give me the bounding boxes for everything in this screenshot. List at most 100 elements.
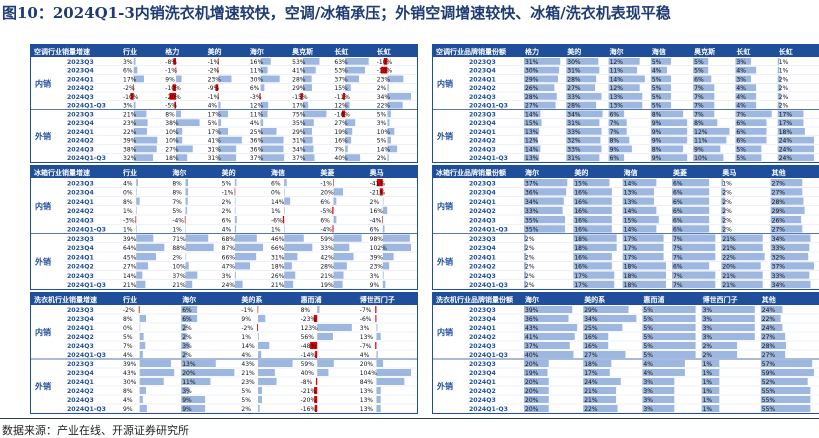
- value-label: 12%: [610, 59, 624, 66]
- value-label: 28%: [567, 76, 581, 83]
- value-bar: [573, 188, 612, 196]
- value-label: 27%: [334, 120, 348, 127]
- value-bar: [215, 84, 219, 91]
- value-bar: [139, 387, 147, 394]
- value-bar: [735, 119, 767, 126]
- period-label: 2024Q1: [469, 325, 496, 332]
- table-header-bg: [433, 166, 819, 178]
- column-header: 奥马: [722, 168, 736, 177]
- value-bar: [376, 351, 378, 358]
- value-bar: [376, 360, 384, 367]
- value-bar: [185, 225, 187, 233]
- value-label: 1%: [123, 227, 133, 234]
- value-bar: [642, 396, 675, 403]
- value-label: 13%: [360, 406, 374, 413]
- value-bar: [375, 306, 377, 313]
- value-label: 1%: [703, 388, 713, 395]
- value-label: 31%: [271, 254, 285, 261]
- value-label: 5%: [172, 208, 182, 215]
- value-bar: [735, 93, 757, 100]
- table-fridge-share: 冰箱行业品牌销量份额 海尔 美的 海信 美菱 奥马 其他 内销 2023Q3 37% 15% 14% 6…: [432, 165, 819, 290]
- value-label: 1%: [779, 68, 789, 75]
- value-label: 33%: [567, 129, 581, 136]
- value-label: 10%: [694, 155, 708, 162]
- value-bar: [376, 333, 381, 340]
- value-label: -16%: [301, 406, 317, 413]
- value-bar: [218, 136, 242, 144]
- value-label: 16%: [574, 264, 588, 271]
- value-label: 29%: [292, 129, 306, 136]
- value-label: 6%: [610, 111, 620, 118]
- value-bar: [133, 128, 148, 135]
- value-label: 53%: [292, 59, 306, 66]
- period-label: 2023Q4: [67, 190, 94, 197]
- value-bar: [315, 351, 318, 358]
- period-label: 2023Q4: [67, 120, 94, 127]
- value-bar: [181, 396, 206, 403]
- value-label: 21%: [722, 273, 736, 280]
- value-bar: [760, 405, 811, 412]
- value-bar: [387, 136, 391, 144]
- value-bar: [524, 216, 565, 224]
- value-label: 2%: [779, 85, 789, 92]
- column-header: 海信: [652, 47, 666, 56]
- value-bar: [284, 197, 291, 205]
- value-bar: [302, 154, 315, 161]
- value-bar: [777, 66, 780, 74]
- value-label: 68%: [222, 236, 236, 243]
- value-label: 20%: [320, 190, 334, 197]
- column-header: 美菱: [320, 168, 334, 177]
- value-bar: [524, 101, 556, 109]
- period-label: 2024Q3: [469, 217, 496, 224]
- value-bar: [185, 271, 198, 279]
- value-label: 64%: [123, 245, 137, 252]
- value-bar: [260, 136, 284, 144]
- value-label: 5%: [643, 316, 653, 323]
- period-label: 2023Q3: [469, 307, 496, 314]
- value-bar: [642, 387, 675, 394]
- value-label: 27%: [584, 352, 598, 359]
- value-label: 17%: [208, 111, 222, 118]
- value-bar: [701, 360, 720, 367]
- value-label: 4%: [652, 68, 662, 75]
- value-bar: [573, 179, 610, 187]
- value-bar: [566, 110, 603, 118]
- value-label: 6%: [736, 129, 746, 136]
- value-label: 4%: [736, 68, 746, 75]
- value-bar: [701, 405, 720, 412]
- value-bar: [650, 145, 684, 153]
- value-label: 9%: [652, 138, 662, 145]
- value-label: -1%: [165, 68, 177, 75]
- value-bar: [770, 280, 811, 288]
- value-bar: [302, 75, 312, 83]
- value-bar: [701, 351, 738, 358]
- value-label: 18%: [584, 361, 598, 368]
- value-bar: [524, 378, 549, 385]
- value-bar: [693, 154, 724, 161]
- period-label: 2024Q2: [67, 388, 94, 395]
- value-bar: [258, 378, 277, 385]
- value-label: 20%: [722, 264, 736, 271]
- value-bar: [760, 324, 783, 331]
- value-bar: [735, 110, 772, 118]
- column-header: 海尔: [525, 168, 539, 177]
- period-label: 2024Q3: [67, 273, 94, 280]
- value-label: 20%: [525, 379, 539, 386]
- value-bar: [672, 262, 710, 270]
- group-label-bg: [31, 178, 65, 234]
- value-bar: [760, 306, 783, 313]
- value-label: 37%: [772, 264, 786, 271]
- value-bar: [302, 58, 320, 65]
- value-label: 26%: [271, 273, 285, 280]
- value-label: 4%: [123, 180, 133, 187]
- value-label: 2%: [377, 85, 387, 92]
- value-label: 17%: [584, 370, 598, 377]
- value-label: 5%: [241, 388, 251, 395]
- value-bar: [258, 351, 262, 358]
- value-bar: [770, 188, 803, 196]
- value-label: 37%: [250, 155, 264, 162]
- value-bar: [133, 58, 136, 65]
- value-bar: [583, 333, 609, 340]
- value-label: 11%: [694, 138, 708, 145]
